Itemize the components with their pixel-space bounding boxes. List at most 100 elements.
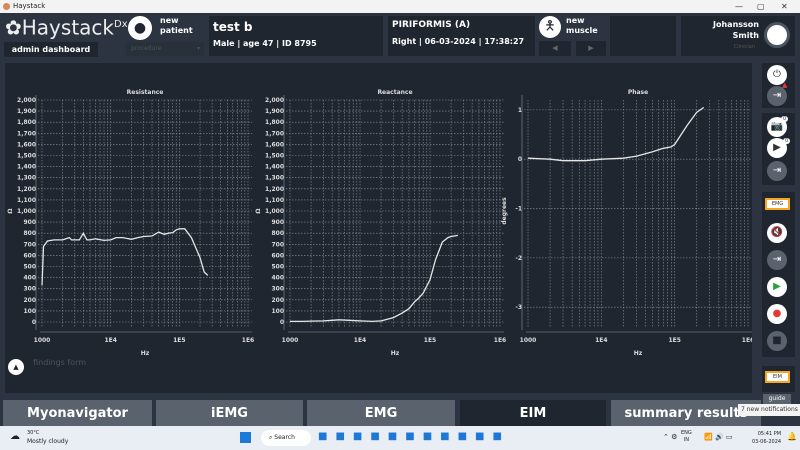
play-button[interactable]: ▶ (767, 277, 787, 297)
x-tick-label: 1E6 (742, 337, 752, 344)
y-tick-label: 300 (23, 286, 36, 293)
x-axis-label: Hz (141, 350, 150, 357)
chart-reactance: 0 100 200 300 400 500 600 700 800 900 1,000 1,100 1,… (255, 89, 506, 357)
new-patient-button[interactable]: ● new patient (128, 16, 208, 40)
findings-form-button[interactable]: ▲ findings form (8, 354, 87, 375)
y-axis-label: Ω (255, 208, 262, 213)
admin-dashboard-button[interactable]: admin dashboard (4, 42, 98, 57)
tab-summary-results[interactable]: summary results (611, 400, 761, 426)
y-tick-label: 200 (271, 297, 284, 304)
y-tick-label: 1,200 (17, 186, 36, 193)
y-tick-label: 1,800 (17, 119, 36, 126)
tab-myonavigator[interactable]: Myonavigator (3, 400, 152, 426)
tab-emg[interactable]: EMG (307, 400, 455, 426)
muscle-name: PIRIFORMIS (A) (392, 20, 471, 30)
y-tick-label: 200 (23, 297, 36, 304)
y-tick-label: -2 (515, 255, 522, 262)
video-button[interactable]: ▶ (767, 138, 787, 158)
charts-svg: 0 100 200 300 400 500 600 700 800 900 1,000 1,100 1,… (7, 89, 754, 357)
y-tick-label: 700 (271, 241, 284, 248)
stop-button[interactable]: ■ (767, 331, 787, 351)
new-muscle-label: new (566, 16, 585, 25)
y-tick-label: 500 (23, 264, 36, 271)
taskbar-search[interactable]: ⌕ Search (261, 430, 311, 446)
app-icon (3, 3, 10, 10)
eim-mode-button[interactable]: EIM (765, 371, 790, 383)
y-tick-label: 0 (518, 156, 522, 163)
y-tick-label: 800 (23, 230, 36, 237)
y-tick-label: -3 (515, 304, 522, 311)
y-tick-label: 1,000 (265, 208, 284, 215)
user-icon: ● (128, 16, 152, 40)
x-axis-label: Hz (634, 350, 643, 357)
chart-phase: -3 -2 -1 0 1 1000 1E4 1E5 1E6 Phase Hz degrees (501, 89, 754, 357)
user-card[interactable]: Johansson Smith Clinician (681, 16, 795, 56)
y-tick-label: 600 (271, 252, 284, 259)
y-tick-label: 0 (280, 319, 284, 326)
record-button[interactable]: ● (767, 304, 787, 324)
wifi-volume-battery-icons[interactable]: 📶 🔊 ▭ (704, 433, 733, 441)
close-button[interactable]: ✕ (781, 2, 788, 11)
y-tick-label: 100 (23, 308, 36, 315)
power-button[interactable]: ⏻ (767, 65, 787, 85)
y-tick-label: 1,100 (17, 197, 36, 204)
y-tick-label: 1,300 (17, 175, 36, 182)
emg-mode-button[interactable]: EMG (765, 198, 790, 210)
new-muscle-label2: muscle (566, 26, 598, 35)
lang-label[interactable]: ENG (681, 430, 692, 436)
series-line (41, 228, 209, 286)
next-muscle-button[interactable]: ▶ (576, 41, 606, 56)
title-bar: Haystack — ▢ ✕ (0, 0, 800, 13)
patient-info: Male | age 47 | ID 8795 (213, 39, 317, 48)
tab-eim[interactable]: EIM (460, 400, 606, 426)
x-tick-label: 1E4 (595, 337, 607, 344)
x-tick-label: 1E6 (494, 337, 506, 344)
body-icon: 🯅 (539, 16, 561, 38)
x-tick-label: 1000 (34, 337, 51, 344)
patient-card: test b Male | age 47 | ID 8795 (209, 16, 383, 56)
y-tick-label: 300 (271, 286, 284, 293)
y-tick-label: 400 (23, 275, 36, 282)
y-tick-label: 500 (271, 264, 284, 271)
y-tick-label: 100 (271, 308, 284, 315)
chevron-up-icon: ▲ (8, 359, 24, 375)
clock-time[interactable]: 05:41 PM (757, 431, 782, 437)
disconnect-device-button[interactable]: ⇥ (767, 86, 787, 106)
chart-resistance: 0 100 200 300 400 500 600 700 800 900 1,000 1,100 1,… (7, 89, 254, 357)
y-tick-label: 1,700 (17, 130, 36, 137)
y-tick-label: 1,400 (17, 164, 36, 171)
x-tick-label: 1000 (282, 337, 299, 344)
camera-button[interactable]: 📷 (767, 117, 787, 137)
tab-iemg[interactable]: iEMG (156, 400, 303, 426)
guide-button[interactable]: guide (763, 394, 791, 404)
y-tick-label: 1,700 (265, 130, 284, 137)
video-badge: 0 (783, 138, 791, 144)
procedure-select[interactable]: procedure ▾ (126, 42, 204, 56)
findings-form-label: findings form (33, 358, 87, 367)
prev-muscle-button[interactable]: ◀ (539, 41, 571, 56)
disconnect-camera-button[interactable]: ⇥ (767, 161, 787, 181)
warning-icon: ▲ (782, 81, 788, 89)
mute-button[interactable]: 🔇 (767, 223, 787, 243)
new-muscle-button[interactable]: 🯅 new muscle (539, 16, 609, 38)
patient-name: test b (213, 20, 253, 34)
windows-start-button[interactable] (240, 432, 251, 443)
minimize-button[interactable]: — (735, 2, 743, 11)
x-tick-label: 1E5 (668, 337, 680, 344)
window-title: Haystack (13, 2, 46, 10)
tray-icons[interactable]: ⌃ ⚙ (663, 433, 678, 441)
y-tick-label: 1,000 (17, 208, 36, 215)
x-tick-label: 1E5 (424, 337, 436, 344)
y-tick-label: 1,400 (265, 164, 284, 171)
y-tick-label: 1,600 (265, 141, 284, 148)
chart-title: Resistance (127, 89, 164, 96)
y-tick-label: 400 (271, 275, 284, 282)
disconnect-emg-button[interactable]: ⇥ (767, 250, 787, 270)
chevron-down-icon: ▾ (196, 45, 200, 52)
y-tick-label: 1,500 (265, 153, 284, 160)
maximize-button[interactable]: ▢ (757, 2, 765, 11)
bell-icon[interactable]: 🔔 (787, 432, 797, 441)
y-tick-label: 900 (23, 219, 36, 226)
new-patient-label: new (160, 16, 179, 25)
taskbar-app-icons[interactable]: ■■■■■■■■■■■ (318, 431, 510, 442)
